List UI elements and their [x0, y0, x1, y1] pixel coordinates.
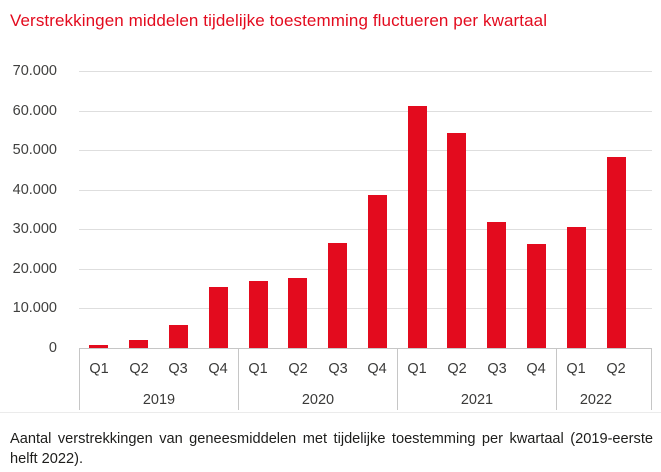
bar-2022-q2 [607, 157, 626, 348]
x-tick-label: Q3 [487, 361, 507, 377]
x-tick-label: Q1 [566, 361, 586, 377]
year-label: 2019 [142, 392, 176, 408]
gridline [79, 150, 652, 151]
bar-2019-q3 [169, 325, 188, 348]
bar-2020-q1 [249, 281, 268, 348]
y-tick-label: 50.000 [12, 142, 57, 158]
gridline [79, 71, 652, 72]
bar-2020-q3 [328, 243, 347, 348]
gridline [79, 190, 652, 191]
bar-2020-q2 [288, 278, 307, 348]
x-tick-label: Q2 [288, 361, 308, 377]
bar-2019-q4 [209, 287, 228, 348]
x-tick-label: Q4 [367, 361, 387, 377]
bar-2019-q2 [129, 340, 148, 348]
bar-2022-q1 [567, 227, 586, 348]
year-label: 2020 [301, 392, 335, 408]
x-tick-label: Q2 [606, 361, 626, 377]
y-tick-label: 40.000 [12, 182, 57, 198]
year-separator [397, 348, 398, 410]
x-tick-label: Q2 [447, 361, 467, 377]
bar-chart: 70.000 60.000 50.000 40.000 30.000 20.000 10.0… [0, 63, 661, 413]
bar-2020-q4 [368, 195, 387, 348]
year-separator [556, 348, 557, 410]
x-tick-label: Q4 [526, 361, 546, 377]
x-tick-label: Q4 [208, 361, 228, 377]
year-separator [79, 348, 80, 410]
gridline [79, 308, 652, 309]
x-tick-label: Q3 [168, 361, 188, 377]
x-axis-line [79, 348, 652, 349]
y-tick-label: 0 [48, 340, 57, 356]
chart-title: Verstrekkingen middelen tijdelijke toest… [10, 11, 548, 30]
bar-2021-q4 [527, 244, 546, 348]
gridline [79, 229, 652, 230]
bar-2021-q2 [447, 133, 466, 348]
x-tick-label: Q2 [129, 361, 149, 377]
y-tick-label: 30.000 [12, 221, 57, 237]
year-label: 2021 [460, 392, 494, 408]
y-tick-label: 10.000 [12, 300, 57, 316]
y-tick-label: 20.000 [12, 261, 57, 277]
gridline [79, 111, 652, 112]
chart-caption: Aantal verstrekkingen van geneesmiddelen… [10, 431, 653, 467]
y-tick-label: 70.000 [12, 63, 57, 79]
year-separator [238, 348, 239, 410]
bar-2019-q1 [89, 345, 108, 348]
y-tick-label: 60.000 [12, 103, 57, 119]
bar-2021-q3 [487, 222, 506, 348]
gridline [79, 269, 652, 270]
year-label: 2022 [579, 392, 613, 408]
x-tick-label: Q1 [407, 361, 427, 377]
year-separator [651, 348, 652, 410]
x-tick-label: Q1 [248, 361, 268, 377]
chart-bottom-divider [0, 412, 661, 413]
x-tick-label: Q1 [89, 361, 109, 377]
bar-2021-q1 [408, 106, 427, 348]
x-tick-label: Q3 [328, 361, 348, 377]
